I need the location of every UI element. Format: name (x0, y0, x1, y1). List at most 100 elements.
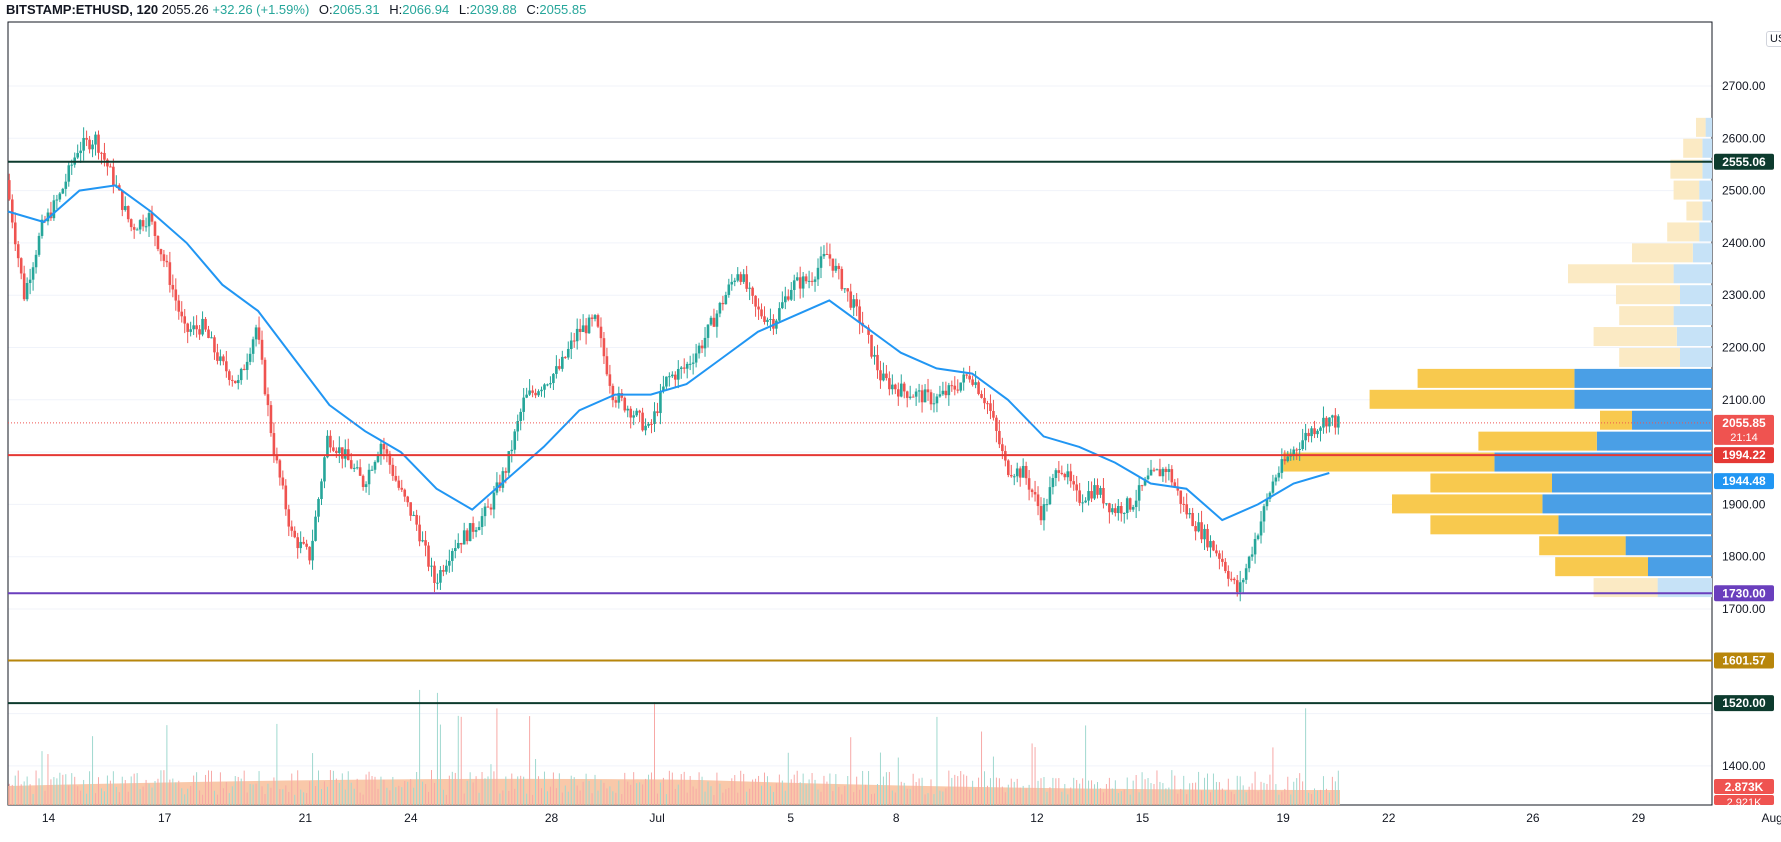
candle-body (1313, 428, 1316, 435)
candle-body (792, 280, 796, 290)
level-value: 2555.06 (1722, 155, 1766, 169)
candle-body (100, 152, 103, 154)
candle-body (1247, 556, 1251, 569)
candle-body (400, 487, 404, 490)
candle-body (25, 282, 29, 300)
candle-body (31, 267, 35, 280)
level-value: 1994.22 (1722, 448, 1766, 462)
price-tick: 2200.00 (1722, 341, 1766, 355)
candle-body (168, 262, 172, 285)
candle-body (156, 236, 160, 250)
candle-body (1036, 494, 1040, 507)
candle-body (1066, 471, 1070, 478)
close-value: 2055.85 (539, 2, 587, 17)
candle-body (789, 289, 793, 300)
candle-body (159, 249, 163, 255)
candle-body (1054, 470, 1058, 478)
symbol-label[interactable]: BITSTAMP:ETHUSD, 120 (6, 2, 159, 17)
candle-body (332, 447, 335, 451)
vp-down-bar (1283, 452, 1495, 472)
candle-body (192, 325, 195, 330)
candle-body (171, 284, 175, 290)
candle-body (944, 390, 948, 396)
candle-body (1259, 521, 1263, 536)
candle-body (1265, 498, 1269, 507)
candle-body (1149, 469, 1153, 476)
candle-body (403, 489, 407, 497)
candle-body (260, 339, 264, 360)
candle-body (1152, 469, 1156, 471)
candle-body (82, 137, 85, 151)
candle-body (308, 546, 311, 561)
candle-body (453, 548, 457, 552)
level-value: 1730.00 (1722, 586, 1766, 600)
candle-body (605, 356, 609, 375)
candle-body (801, 276, 805, 289)
candle-body (617, 393, 621, 403)
candle-body (569, 340, 573, 349)
time-tick: 12 (1030, 811, 1044, 825)
candle-body (742, 274, 745, 282)
volume-ma-value: 2.921K (1727, 797, 1763, 809)
candle-body (379, 443, 383, 456)
candle-body (596, 315, 600, 327)
candle-body (465, 530, 469, 542)
candle-body (953, 385, 957, 390)
candle-body (1051, 477, 1055, 488)
time-tick: 5 (787, 811, 794, 825)
candle-body (962, 374, 966, 383)
candle-body (317, 499, 320, 517)
level-badge (1714, 652, 1774, 669)
price-tick: 2300.00 (1722, 288, 1766, 302)
candle-body (64, 181, 68, 189)
candle-body (492, 492, 496, 510)
vp-down-bar (1619, 347, 1680, 367)
candle-body (855, 299, 858, 307)
candle-body (245, 361, 249, 370)
time-tick: Jul (649, 811, 664, 825)
price-tick: 1700.00 (1722, 602, 1766, 616)
candle-body (914, 391, 918, 397)
close-label: C: (526, 2, 540, 17)
level-badge (1714, 585, 1774, 602)
price-axis: 2700.00 2600.00 2500.00 2400.00 2300.00 2200.… (1722, 79, 1766, 773)
price-badge (1714, 473, 1774, 490)
candle-body (109, 166, 112, 168)
level-badge (1714, 153, 1774, 170)
candle-body (641, 412, 644, 431)
candle-body (665, 376, 668, 387)
candle-body (974, 382, 977, 385)
price-tick: 2700.00 (1722, 79, 1766, 93)
candle-body (938, 394, 942, 397)
candle-body (549, 383, 552, 385)
high-value: 2066.94 (402, 2, 450, 17)
candle-body (555, 366, 558, 374)
candle-body (822, 253, 826, 257)
vp-down-bar (1478, 431, 1597, 451)
candle-body (112, 166, 115, 186)
candle-body (385, 449, 389, 454)
candle-body (504, 471, 508, 473)
candle-body (409, 502, 412, 516)
candle-body (76, 153, 79, 158)
candle-body (575, 328, 579, 342)
vp-down-bar (1683, 138, 1703, 158)
candle-body (1108, 503, 1111, 513)
candle-body (724, 294, 728, 305)
candle-body (891, 384, 894, 390)
candle-body (1173, 482, 1177, 487)
candle-body (296, 537, 300, 549)
candle-body (40, 219, 44, 236)
candle-body (876, 354, 879, 371)
vp-down-bar (1593, 327, 1677, 347)
candle-body (691, 362, 695, 364)
candle-body (1232, 578, 1236, 581)
candle-body (1033, 492, 1037, 495)
candle-body (537, 391, 540, 396)
horizontal-levels (8, 160, 1712, 705)
candle-body (786, 296, 790, 300)
candle-body (1018, 468, 1022, 478)
candle-body (67, 165, 71, 182)
currency-button[interactable]: USD (1766, 31, 1781, 47)
